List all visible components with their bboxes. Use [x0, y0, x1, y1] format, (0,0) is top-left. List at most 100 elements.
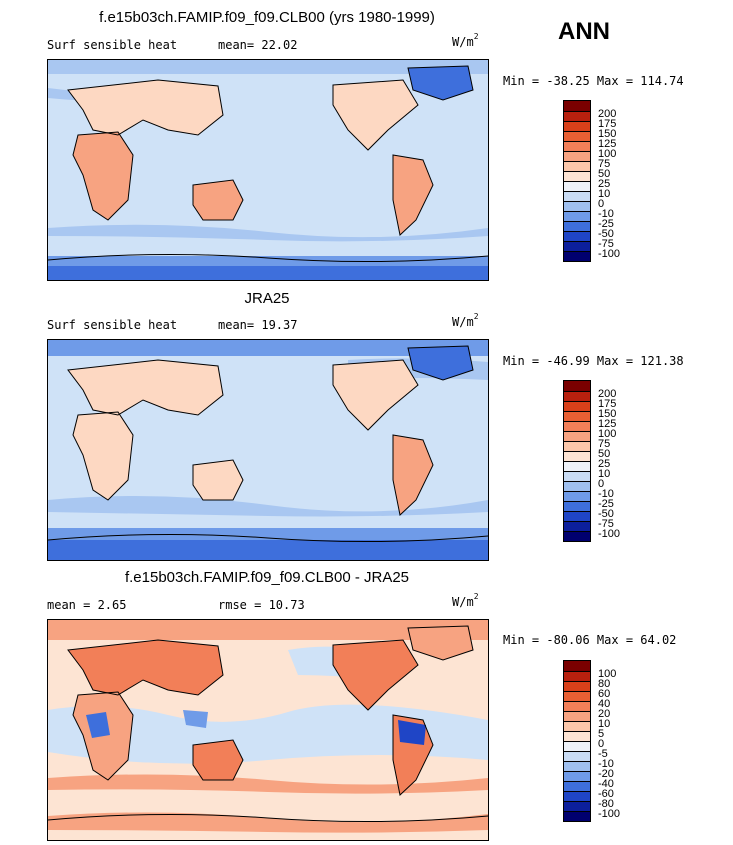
legend-label: 25 — [598, 178, 611, 190]
legend-swatch — [564, 121, 590, 131]
legend-label: 40 — [598, 698, 611, 710]
legend-swatch — [564, 681, 590, 691]
legend-label: 100 — [598, 148, 617, 160]
legend-label: 0 — [598, 738, 605, 750]
legend-label: 125 — [598, 418, 617, 430]
legend-label: -25 — [598, 218, 614, 230]
legend-swatch — [564, 511, 590, 521]
legend-label: -5 — [598, 748, 608, 760]
legend-swatch — [564, 501, 590, 511]
panel3-rmse: rmse = 10.73 — [218, 598, 305, 612]
panel2-title: JRA25 — [244, 290, 290, 307]
legend-swatch — [564, 771, 590, 781]
panel2-min-max: Min = -46.99 Max = 121.38 — [503, 354, 684, 368]
legend-label: 175 — [598, 118, 617, 130]
panel1-units: W/m2 — [452, 32, 479, 49]
legend-swatch — [564, 461, 590, 471]
legend-swatch — [564, 481, 590, 491]
legend-swatch — [564, 471, 590, 481]
panel3-units: W/m2 — [452, 592, 479, 609]
legend-label: -100 — [598, 248, 621, 260]
legend-swatch — [564, 221, 590, 231]
panel1-color-legend — [563, 100, 591, 262]
legend-label: -40 — [598, 778, 614, 790]
panel2-legend-labels: 200 175 150 125 100 75 50 25 10 0 -10 -25 -50 -75 -100 — [598, 389, 621, 540]
panel1-min-max: Min = -38.25 Max = 114.74 — [503, 74, 684, 88]
panel1-mean: mean= 22.02 — [218, 38, 298, 52]
legend-label: 10 — [598, 188, 611, 200]
legend-swatch — [564, 811, 590, 821]
legend-swatch — [564, 491, 590, 501]
legend-swatch — [564, 191, 590, 201]
legend-swatch — [564, 421, 590, 431]
season-label: ANN — [558, 18, 610, 45]
legend-swatch — [564, 711, 590, 721]
legend-label: 100 — [598, 668, 617, 680]
legend-swatch — [564, 781, 590, 791]
legend-label: -50 — [598, 508, 614, 520]
legend-label: 10 — [598, 718, 611, 730]
legend-swatch — [564, 761, 590, 771]
legend-swatch — [564, 451, 590, 461]
legend-label: -75 — [598, 518, 614, 530]
panel3-legend-labels: 100 80 60 40 20 10 5 0 -5 -10 -20 -40 -60 -80 -100 — [598, 668, 621, 820]
panel1-legend-labels: 200 175 150 125 100 75 50 25 10 0 -10 -25 -50 -75 -100 — [598, 108, 621, 260]
legend-swatch — [564, 131, 590, 141]
legend-label: 0 — [598, 198, 605, 210]
legend-swatch — [564, 431, 590, 441]
legend-label: 200 — [598, 108, 617, 120]
legend-swatch — [564, 171, 590, 181]
legend-swatch — [564, 161, 590, 171]
legend-swatch — [564, 101, 590, 111]
legend-swatch — [564, 741, 590, 751]
legend-swatch — [564, 201, 590, 211]
legend-label: 50 — [598, 448, 611, 460]
legend-swatch — [564, 211, 590, 221]
legend-label: 25 — [598, 458, 611, 470]
panel1-map-svg — [48, 60, 488, 280]
legend-label: 0 — [598, 478, 605, 490]
legend-swatch — [564, 791, 590, 801]
legend-label: -100 — [598, 808, 621, 820]
legend-label: -80 — [598, 798, 614, 810]
legend-swatch — [564, 181, 590, 191]
panel3-color-legend — [563, 660, 591, 822]
legend-label: 75 — [598, 158, 611, 170]
legend-label: 60 — [598, 688, 611, 700]
legend-label: -100 — [598, 528, 621, 540]
panel3-title: f.e15b03ch.FAMIP.f09_f09.CLB00 - JRA25 — [124, 569, 410, 586]
panel1-variable-label: Surf sensible heat — [47, 38, 178, 52]
legend-swatch — [564, 411, 590, 421]
panel3-map — [47, 619, 489, 841]
panel1-map — [47, 59, 489, 281]
legend-swatch — [564, 701, 590, 711]
legend-label: 10 — [598, 468, 611, 480]
legend-swatch — [564, 241, 590, 251]
legend-label: 50 — [598, 168, 611, 180]
legend-label: 75 — [598, 438, 611, 450]
legend-swatch — [564, 691, 590, 701]
panel2-color-legend — [563, 380, 591, 542]
legend-label: 80 — [598, 678, 611, 690]
legend-label: -20 — [598, 768, 614, 780]
legend-label: -60 — [598, 788, 614, 800]
legend-label: -10 — [598, 758, 614, 770]
legend-swatch — [564, 231, 590, 241]
legend-swatch — [564, 731, 590, 741]
legend-swatch — [564, 391, 590, 401]
panel3-min-max: Min = -80.06 Max = 64.02 — [503, 633, 677, 647]
legend-swatch — [564, 751, 590, 761]
legend-swatch — [564, 151, 590, 161]
legend-swatch — [564, 381, 590, 391]
legend-swatch — [564, 251, 590, 261]
legend-label: -75 — [598, 238, 614, 250]
legend-swatch — [564, 441, 590, 451]
legend-label: 100 — [598, 428, 617, 440]
legend-swatch — [564, 111, 590, 121]
legend-swatch — [564, 801, 590, 811]
panel2-map — [47, 339, 489, 561]
legend-label: -10 — [598, 488, 614, 500]
legend-label: 5 — [598, 728, 605, 740]
panel2-units: W/m2 — [452, 312, 479, 329]
legend-swatch — [564, 531, 590, 541]
